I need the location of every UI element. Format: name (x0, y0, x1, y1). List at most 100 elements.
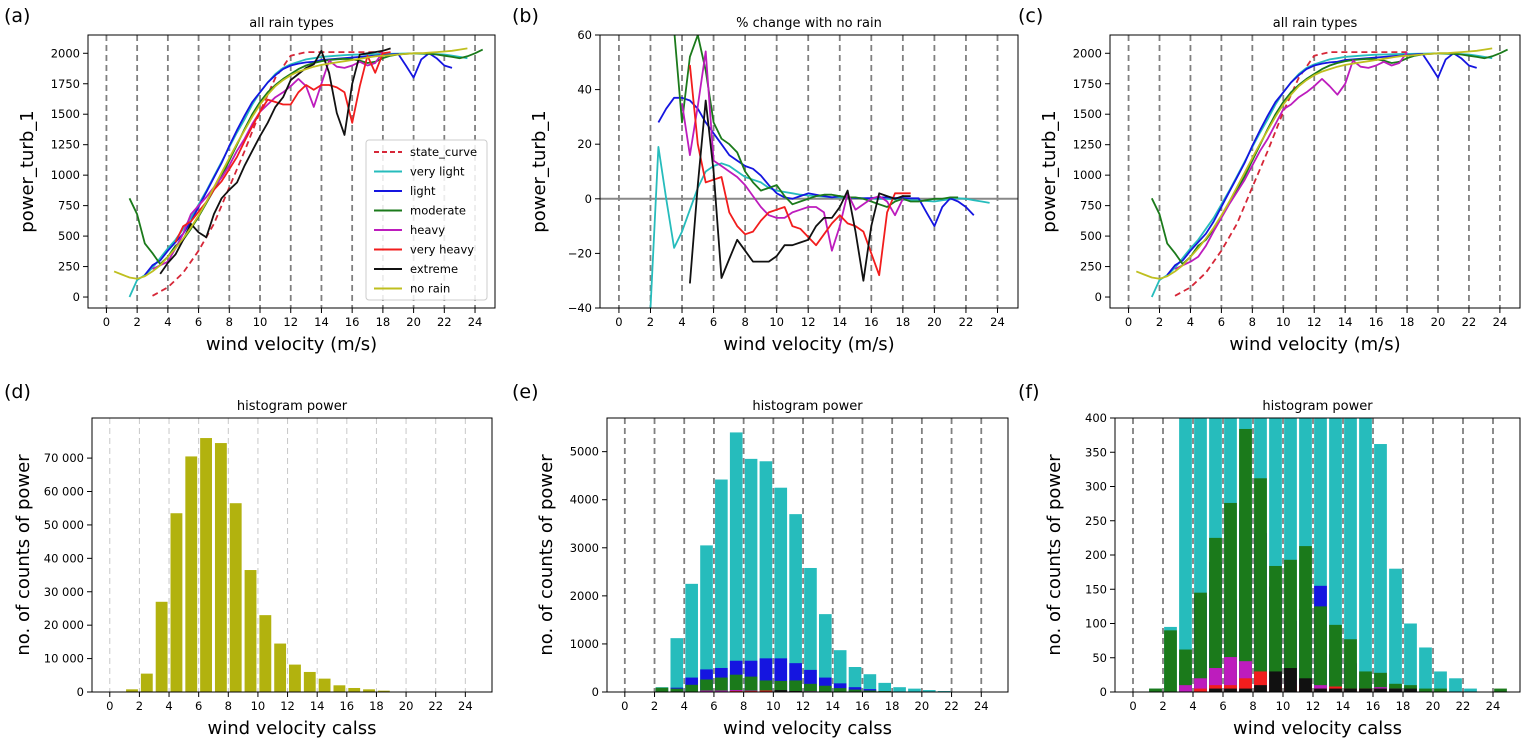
bar (259, 615, 272, 692)
panel-label-e-text: (e) (512, 381, 539, 403)
x-tick-label: 4 (164, 315, 171, 329)
y-tick-label: 250 (1080, 260, 1102, 274)
chart-5: 0 2 4 6 8 10 12 14 16 18 20 22 240100020003000400050… (536, 399, 1009, 739)
y-tick-label: 0 (73, 290, 80, 304)
legend-label-light: light (410, 184, 436, 198)
chart-1: 0 2 4 6 8 10 12 14 16 18 20 22 240250500750100012501… (17, 16, 496, 355)
legend-label-moderate: moderate (410, 204, 466, 218)
y-tick-label: 1500 (51, 107, 80, 121)
x-tick-label: 18 (1400, 315, 1415, 329)
bar-very-heavy (1194, 688, 1207, 692)
y-axis-label: power_turb_1 (17, 110, 38, 232)
bar-very-light (1344, 418, 1357, 692)
plot-background (92, 418, 492, 692)
panel-label-a-text: (a) (4, 5, 30, 27)
x-axis-label: wind velocity calss (723, 718, 892, 739)
x-tick-label: 22 (428, 699, 443, 713)
x-tick-label: 0 (1125, 315, 1132, 329)
bar (274, 643, 287, 692)
y-tick-label: 1500 (1073, 107, 1102, 121)
x-tick-label: 24 (468, 315, 483, 329)
x-axis-label: wind velocity (m/s) (723, 334, 894, 355)
bar-very-light (789, 514, 802, 692)
bar-very-light (848, 667, 862, 692)
x-tick-label: 20 (927, 315, 942, 329)
series-line-very-heavy (689, 64, 911, 277)
x-tick-label: 8 (226, 315, 233, 329)
y-tick-label: 40 (577, 83, 592, 97)
x-tick-label: 24 (1493, 315, 1508, 329)
x-tick-label: 2 (133, 315, 140, 329)
x-tick-label: 20 (915, 699, 930, 713)
bar-very-light (1464, 688, 1477, 692)
x-tick-label: 10 (1276, 699, 1291, 713)
y-tick-label: 60 000 (44, 485, 84, 499)
bar-moderate (804, 683, 817, 692)
chart-title: histogram power (752, 399, 863, 414)
x-tick-label: 8 (740, 699, 747, 713)
chart-3: 0 2 4 6 8 10 12 14 16 18 20 22 240250500750100012501… (1039, 16, 1521, 355)
bar-very-light (908, 688, 921, 692)
y-tick-label: 750 (1080, 199, 1102, 213)
x-tick-label: 20 (1431, 315, 1446, 329)
y-tick-label: 1250 (1073, 138, 1102, 152)
y-tick-label: 1000 (51, 168, 80, 182)
y-axis-label: power_turb_1 (529, 110, 550, 232)
plot-frame (91, 417, 493, 693)
bar-moderate (1314, 606, 1327, 692)
panel-label-d-text: (d) (4, 381, 31, 403)
y-tick-label: 400 (1085, 411, 1107, 425)
x-tick-label: 22 (1456, 699, 1471, 713)
legend-label-extreme: extreme (410, 262, 458, 276)
bar (303, 671, 316, 692)
bar-very-light (729, 432, 743, 692)
x-tick-label: 2 (651, 699, 658, 713)
x-tick-label: 18 (369, 699, 384, 713)
x-tick-label: 0 (106, 699, 113, 713)
bar-very-heavy (759, 690, 773, 692)
bar-extreme (1254, 685, 1267, 692)
y-tick-label: 0 (1095, 290, 1102, 304)
bar (363, 689, 375, 692)
panel-label-e: (e) (512, 381, 539, 403)
bar-moderate (759, 680, 773, 692)
bar-extreme (1239, 688, 1252, 692)
x-tick-label: 0 (103, 315, 110, 329)
bar-moderate (1209, 537, 1222, 692)
bar-moderate (1344, 639, 1357, 692)
bar (244, 570, 257, 692)
bar-very-light (1434, 671, 1447, 692)
bar-very-light (715, 479, 728, 692)
bar-extreme (1374, 688, 1387, 692)
y-tick-label: 1000 (570, 637, 599, 651)
bar-moderate (1179, 649, 1192, 692)
bar-very-light (700, 545, 713, 692)
bar-very-light (893, 687, 906, 692)
panel-label-c-text: (c) (1018, 5, 1043, 27)
x-tick-label: 10 (769, 315, 784, 329)
x-tick-label: 4 (681, 699, 688, 713)
x-tick-label: 14 (1338, 315, 1353, 329)
bar (140, 673, 153, 692)
legend-label-very-heavy: very heavy (410, 243, 474, 257)
bar-moderate (1239, 428, 1252, 692)
chart-title: all rain types (1273, 16, 1358, 31)
panel-label-b: (b) (512, 5, 539, 27)
bar-very-light (1404, 623, 1417, 692)
x-tick-label: 0 (1129, 699, 1136, 713)
bar-moderate (744, 676, 758, 692)
plot-area (105, 35, 484, 308)
bar-extreme (1209, 688, 1222, 692)
panel-label-b-text: (b) (512, 5, 539, 27)
bar-extreme (1269, 671, 1282, 692)
x-tick-label: 12 (280, 699, 295, 713)
bar (200, 438, 212, 692)
bar-very-light (1359, 418, 1372, 692)
bar-moderate (819, 685, 832, 692)
x-tick-label: 14 (832, 315, 847, 329)
y-tick-label: 20 000 (44, 618, 84, 632)
y-tick-label: 1000 (1073, 168, 1102, 182)
x-tick-label: 16 (1369, 315, 1384, 329)
bar-moderate (1224, 502, 1237, 692)
